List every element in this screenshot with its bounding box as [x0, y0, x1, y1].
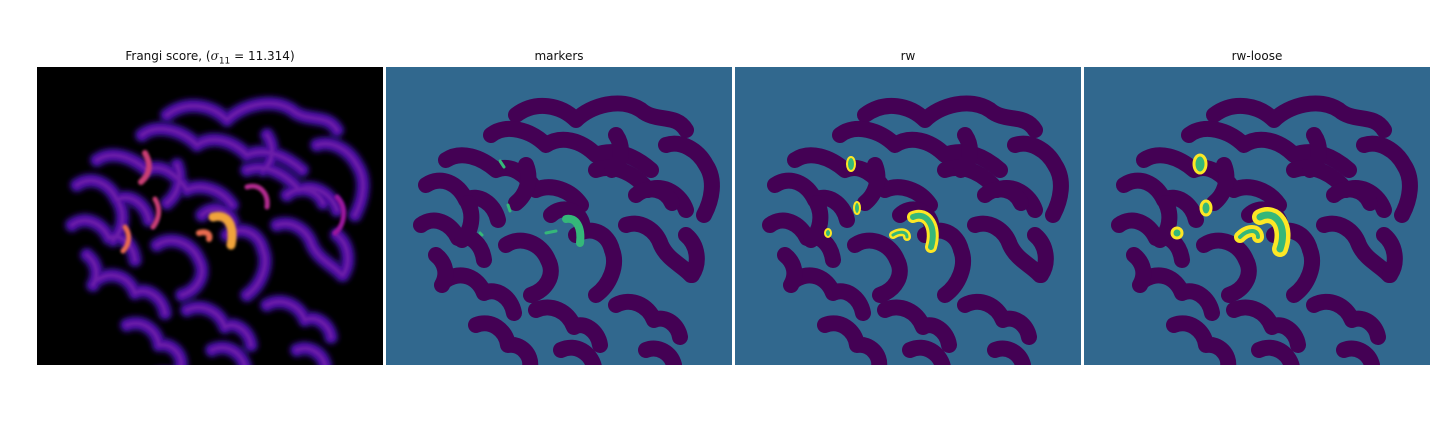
rw-loose-title: rw-loose — [1231, 49, 1283, 63]
rw-title: rw — [900, 49, 916, 63]
frangi-score-panel: Frangi score, (σ11 = 11.314) — [37, 0, 383, 432]
markers-panel: markers — [386, 0, 732, 432]
rw-image — [735, 67, 1081, 365]
rw-loose-image — [1084, 67, 1430, 365]
rw-loose-panel: rw-loose — [1084, 0, 1430, 432]
frangi-score-image — [37, 67, 383, 365]
frangi-score-title: Frangi score, (σ11 = 11.314) — [125, 49, 295, 67]
rw-panel: rw — [735, 0, 1081, 432]
markers-title: markers — [534, 49, 584, 63]
markers-image — [386, 67, 732, 365]
